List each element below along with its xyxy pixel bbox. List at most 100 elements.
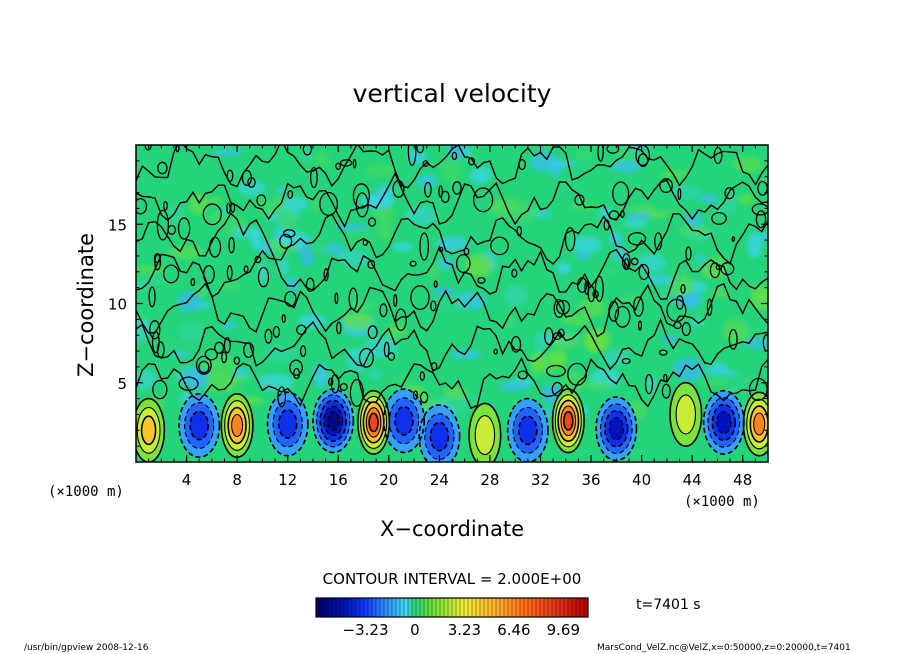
turbulence-cell	[623, 219, 648, 228]
turbulence-cell	[684, 212, 703, 228]
turbulence-contour	[264, 328, 273, 344]
turbulence-cell	[498, 380, 530, 392]
y-tick-label: 5	[117, 375, 127, 393]
turbulence-cell	[315, 152, 326, 165]
turbulence-cell	[626, 212, 652, 221]
contour-line	[136, 145, 768, 189]
x-tick-label: 28	[480, 471, 499, 489]
turbulence-contour	[379, 303, 388, 318]
contour-line	[136, 245, 768, 301]
turbulence-contour	[221, 351, 228, 364]
colorbar-cell	[384, 598, 389, 617]
colorbar-cell	[400, 598, 405, 617]
downdraft-band	[327, 411, 340, 430]
turbulence-contour	[451, 151, 458, 161]
colorbar-cell	[368, 598, 373, 617]
turbulence-contour	[214, 341, 225, 354]
x-tick-label: 24	[430, 471, 449, 489]
turbulence-cell	[254, 200, 277, 216]
colorbar-cell	[416, 598, 421, 617]
turbulence-cell	[158, 199, 173, 216]
x-unit-right: (×1000 m)	[684, 494, 760, 510]
updraft-contour	[557, 399, 580, 442]
updraft-band	[231, 414, 243, 437]
turbulence-cell	[377, 218, 393, 242]
x-axis-label: X−coordinate	[380, 517, 524, 541]
downdraft-contour	[323, 405, 344, 437]
turbulence-contour	[711, 211, 727, 225]
turbulence-contour	[419, 232, 430, 261]
turbulence-contour	[277, 386, 287, 408]
turbulence-contour	[148, 286, 156, 308]
turbulence-cell	[706, 362, 730, 376]
turbulence-contour	[755, 210, 767, 229]
downdraft-contour	[424, 413, 455, 461]
updraft-contour	[140, 415, 157, 446]
colorbar-cell	[540, 598, 545, 617]
colorbar-frame	[315, 597, 589, 618]
colorbar-cell	[560, 598, 565, 617]
turbulence-cell	[742, 337, 768, 349]
turbulence-cell	[438, 256, 454, 271]
x-tick-label: 4	[182, 471, 192, 489]
colorbar-cell	[492, 598, 497, 617]
contour-line	[136, 317, 768, 372]
turbulence-cell	[169, 351, 193, 358]
turbulence-cell	[503, 314, 515, 329]
turbulence-contour	[177, 217, 191, 240]
turbulence-contour	[728, 328, 738, 350]
turbulence-contour	[424, 181, 432, 198]
turbulence-cell	[614, 282, 625, 291]
turbulence-contour	[167, 224, 177, 235]
updraft-contour	[560, 405, 577, 437]
turbulence-cell	[212, 148, 244, 156]
turbulence-contour	[490, 236, 509, 256]
downdraft-contour	[394, 405, 414, 436]
turbulence-contour	[279, 233, 293, 249]
turbulence-contour	[367, 217, 377, 227]
turbulence-cell	[628, 204, 657, 213]
turbulence-cell	[427, 294, 463, 314]
colorbar-tick-label: −3.23	[343, 621, 389, 639]
footer-right: MarsCond_VelZ.nc@VelZ,x=0:50000,z=0:2000…	[597, 643, 851, 653]
turbulence-cell	[207, 197, 223, 204]
colorbar-cell	[352, 598, 357, 617]
colorbar-cell	[436, 598, 441, 617]
downdraft-band	[395, 406, 413, 435]
turbulence-contour	[627, 232, 647, 246]
turbulence-contour	[228, 236, 235, 254]
turbulence-cell	[611, 160, 642, 173]
chart-title: vertical velocity	[353, 79, 552, 108]
turbulence-contour	[352, 183, 371, 209]
turbulence-cell	[728, 193, 740, 204]
colorbar-cell	[440, 598, 445, 617]
x-unit-left: (×1000 m)	[48, 484, 124, 500]
turbulence-contour	[198, 360, 210, 374]
downdraft-contour	[189, 410, 209, 441]
turbulence-cell	[361, 195, 395, 206]
y-tick-label: 15	[108, 216, 127, 234]
turbulence-contour	[233, 356, 241, 365]
turbulence-cell	[672, 357, 705, 382]
colorbar-cell	[528, 598, 533, 617]
turbulence-contour	[287, 189, 294, 199]
turbulence-cell	[739, 193, 754, 205]
updraft-contour	[562, 410, 574, 431]
downdraft-contour	[277, 409, 298, 439]
turbulence-cell	[618, 295, 648, 303]
turbulence-cell	[136, 265, 166, 274]
turbulence-contour	[149, 320, 161, 340]
colorbar-cell	[324, 598, 329, 617]
turbulence-cell	[308, 242, 331, 253]
colorbar-cell	[360, 598, 365, 617]
turbulence-cell	[319, 344, 344, 354]
downdraft-contour	[429, 421, 450, 452]
footer-left: /usr/bin/gpview 2008-12-16	[24, 643, 149, 653]
turbulence-contour	[358, 347, 374, 368]
turbulence-contour	[334, 292, 339, 305]
turbulence-contour	[339, 382, 348, 392]
colorbar-cell	[532, 598, 537, 617]
colorbar-cell	[444, 598, 449, 617]
turbulence-contour	[511, 268, 518, 278]
turbulence-contour	[455, 253, 471, 274]
